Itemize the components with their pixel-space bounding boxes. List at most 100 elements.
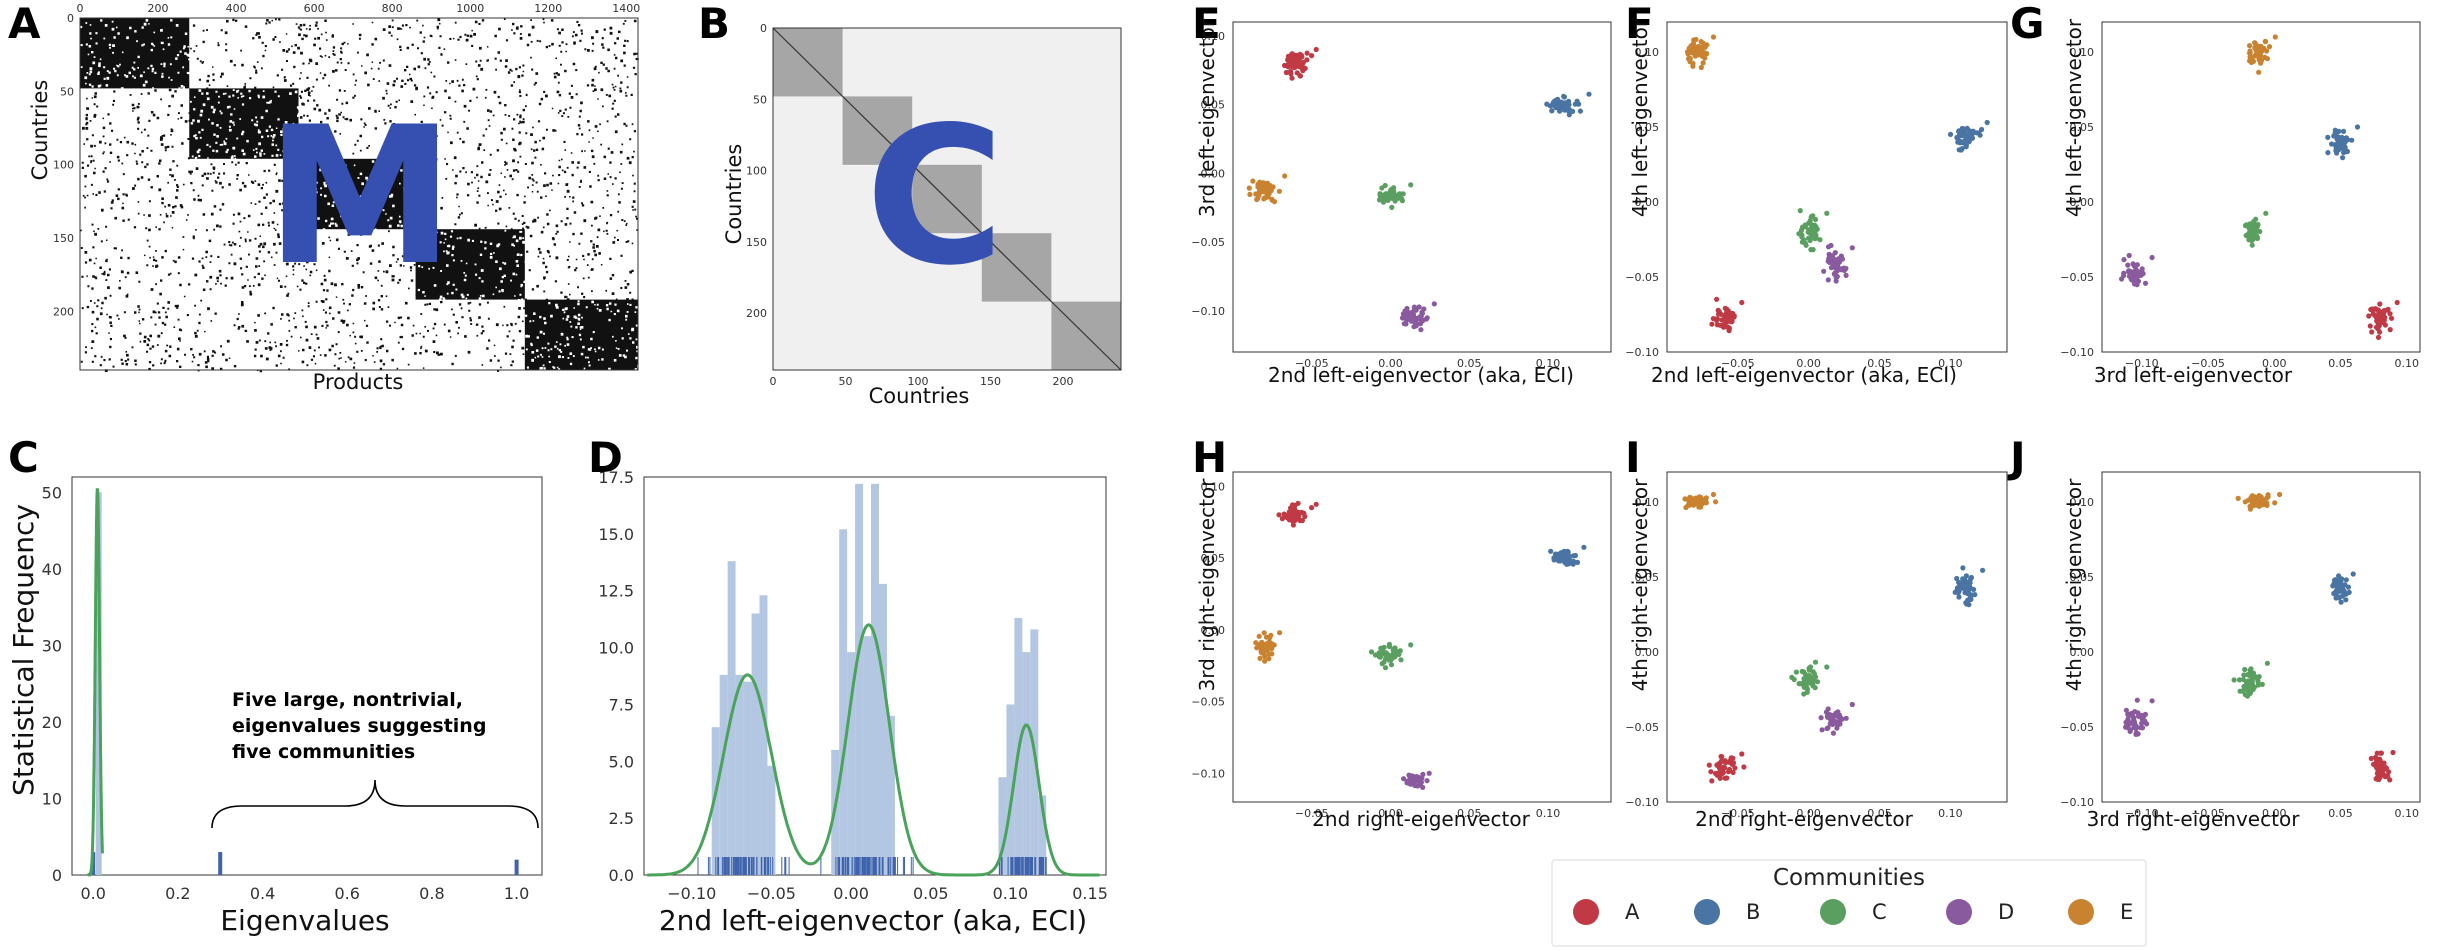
panel-d-rug [697, 857, 1047, 875]
panel-i-point-e [1713, 499, 1719, 505]
panel-i-point-a [1719, 754, 1725, 760]
panel-a-xtick-600: 600 [304, 2, 325, 15]
panel-h-xtick-0.10: 0.10 [1536, 807, 1561, 820]
panel-e-point-d [1418, 327, 1424, 333]
panel-f-point-a [1713, 316, 1719, 322]
panel-i-point-e [1696, 504, 1702, 510]
panel-h-point-b [1554, 556, 1560, 562]
panel-i-point-e [1710, 491, 1717, 498]
panel-b-ytick-0: 0 [760, 22, 767, 35]
panel-b-ytick-150: 150 [746, 236, 767, 249]
panel-i-point-c [1806, 667, 1812, 673]
panel-c-ytick-0: 0 [52, 866, 62, 885]
panel-e-point-d [1404, 308, 1410, 315]
panel-h-point-a [1302, 513, 1308, 520]
panel-f-point-c [1803, 242, 1809, 248]
panel-e-point-d [1419, 318, 1426, 324]
panel-f-point-b [1976, 130, 1982, 136]
panel-label-a: A [8, 0, 41, 48]
panel-i-point-a [1720, 770, 1726, 776]
panel-a-xtick-800: 800 [382, 2, 403, 15]
panel-j-cluster-c [2231, 660, 2270, 699]
panel-f-point-b [1961, 131, 1967, 137]
panel-i-point-c [1806, 673, 1812, 679]
panel-g-point-d [2131, 277, 2137, 283]
panel-e-point-a [1300, 65, 1306, 72]
panel-i-point-a [1728, 755, 1734, 761]
panel-label-c: C [8, 433, 39, 482]
panel-e-point-e [1264, 180, 1271, 186]
panel-b-ytick-200: 200 [746, 307, 767, 320]
panel-a-block-1 [80, 18, 190, 89]
panel-a-block-5 [524, 299, 638, 370]
panel-b-xlabel: Countries [869, 384, 970, 408]
panel-h-point-e [1258, 650, 1265, 656]
panel-e-point-b [1577, 108, 1583, 114]
panel-g-xtick-−0.10: −0.10 [2125, 357, 2159, 370]
panel-i-point-c [1812, 659, 1819, 665]
panel-i-point-c [1801, 691, 1807, 697]
panel-g-point-a [2366, 313, 2372, 319]
panel-i-point-b [1955, 590, 1961, 596]
panel-f-point-a [1722, 312, 1728, 318]
panel-b-ytick-100: 100 [746, 165, 767, 178]
panel-j-point-d [2127, 728, 2133, 735]
panel-a-xtick-1000: 1000 [456, 2, 484, 15]
panel-i-point-a [1730, 769, 1736, 776]
panel-j-point-d [2132, 709, 2138, 715]
panel-f-point-b [1979, 126, 1985, 133]
panel-g-point-b [2336, 147, 2342, 153]
panel-f-point-b [1969, 129, 1975, 136]
panel-i-point-b [1956, 579, 1962, 586]
panel-e-point-e [1282, 173, 1288, 179]
panel-e-point-d [1404, 317, 1410, 323]
panel-h-point-b [1548, 548, 1554, 554]
panel-h-point-c [1397, 648, 1403, 654]
panel-e-point-a [1283, 69, 1289, 76]
panel-i-frame [1666, 471, 2008, 803]
panel-e-ytick-−0.10: −0.10 [1191, 305, 1225, 318]
panel-c-frame [71, 476, 543, 876]
panel-h-xtick-0.05: 0.05 [1457, 807, 1482, 820]
panel-e-point-a [1313, 46, 1319, 53]
panel-j-point-b [2334, 594, 2340, 600]
panel-c-ytick-40: 40 [42, 560, 62, 579]
panel-d-hist-bar-22 [1038, 795, 1047, 875]
panel-g-xtick-−0.05: −0.05 [2191, 357, 2225, 370]
panel-e-point-b [1553, 105, 1559, 111]
panel-e-point-e [1246, 185, 1252, 191]
panel-f-point-b [1959, 146, 1965, 152]
panel-h-point-c [1386, 657, 1392, 663]
panel-e-point-c [1389, 204, 1395, 210]
panel-f-point-b [1954, 134, 1960, 141]
panel-j-ylabel: 4th right-eigenvector [2062, 478, 2086, 692]
panel-e-point-d [1416, 304, 1422, 310]
panel-c-annotation-line2: eigenvalues suggesting [232, 715, 486, 737]
panel-j-xtick-−0.05: −0.05 [2191, 807, 2225, 820]
panel-g-point-e [2252, 52, 2258, 58]
panel-j-point-d [2139, 725, 2146, 731]
panel-e-point-c [1392, 198, 1398, 204]
panel-f-point-e [1700, 44, 1706, 50]
panel-f-cluster-b [1947, 119, 1990, 153]
panel-i-point-e [1687, 499, 1693, 506]
panel-g-point-b [2340, 155, 2346, 161]
panel-j-point-e [2254, 495, 2260, 501]
panel-label-f: F [1625, 0, 1654, 48]
panel-i-point-c [1800, 681, 1806, 688]
panel-e-ytick-0.00: 0.00 [1201, 167, 1226, 180]
panel-j-point-d [2135, 713, 2142, 719]
panel-d-hist-bar-20 [1022, 652, 1031, 875]
panel-i-point-d [1830, 715, 1836, 722]
panel-a-xlabel: Products [313, 370, 404, 394]
panel-i-point-b [1961, 583, 1967, 589]
panel-i-point-d [1834, 712, 1840, 719]
panel-h-cluster-e [1253, 630, 1283, 664]
panel-h-point-d [1415, 783, 1421, 789]
panel-g-point-a [2380, 314, 2386, 320]
panel-c-xtick-1.0: 1.0 [504, 884, 529, 903]
panel-e-xtick-0.05: 0.05 [1457, 357, 1482, 370]
panel-f-point-a [1727, 315, 1733, 321]
panel-g-point-e [2262, 39, 2269, 45]
